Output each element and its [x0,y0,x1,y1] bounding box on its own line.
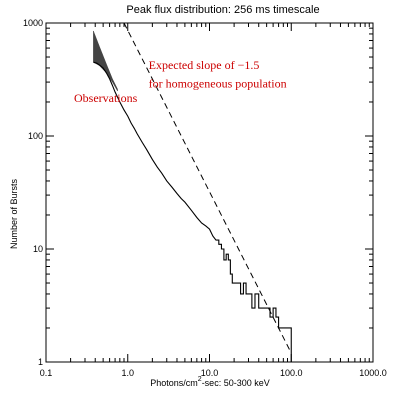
x-axis-label: Photons/cm2-sec: 50-300 keV [150,376,269,388]
uncertainty-band [93,30,118,92]
annotation-text: Observations [74,91,138,105]
x-tick-label: 10.0 [201,368,219,378]
chart-marks [93,22,292,362]
x-axis-label-units: -sec: 50-300 keV [202,378,270,388]
chart-annotations: Expected slope of −1.5 for homogeneous po… [74,58,287,105]
observations-line [93,61,292,362]
annotation-text: for homogeneous population [149,76,287,90]
y-axis-label: Number of Bursts [9,178,19,249]
y-tick-label: 10 [33,244,43,254]
y-tick-label: 1 [38,357,43,367]
x-axis-label-main: Photons/cm [150,378,198,388]
y-tick-label: 1000 [23,18,43,28]
y-tick-label: 100 [28,131,43,141]
y-axis: 1 10 100 1000 [23,18,373,367]
plot-frame [45,22,374,363]
x-tick-label: 0.1 [40,368,53,378]
expected-slope-line [123,22,292,354]
chart-title: Peak flux distribution: 256 ms timescale [126,4,319,16]
x-axis: 0.1 1.0 10.0 100.0 1000.0 [40,23,387,378]
annotation-text: Expected slope of −1.5 [149,58,260,72]
x-tick-label: 1.0 [121,368,134,378]
x-tick-label: 100.0 [280,368,303,378]
x-axis-label-superscript: 2 [198,376,202,383]
x-tick-label: 1000.0 [359,368,387,378]
